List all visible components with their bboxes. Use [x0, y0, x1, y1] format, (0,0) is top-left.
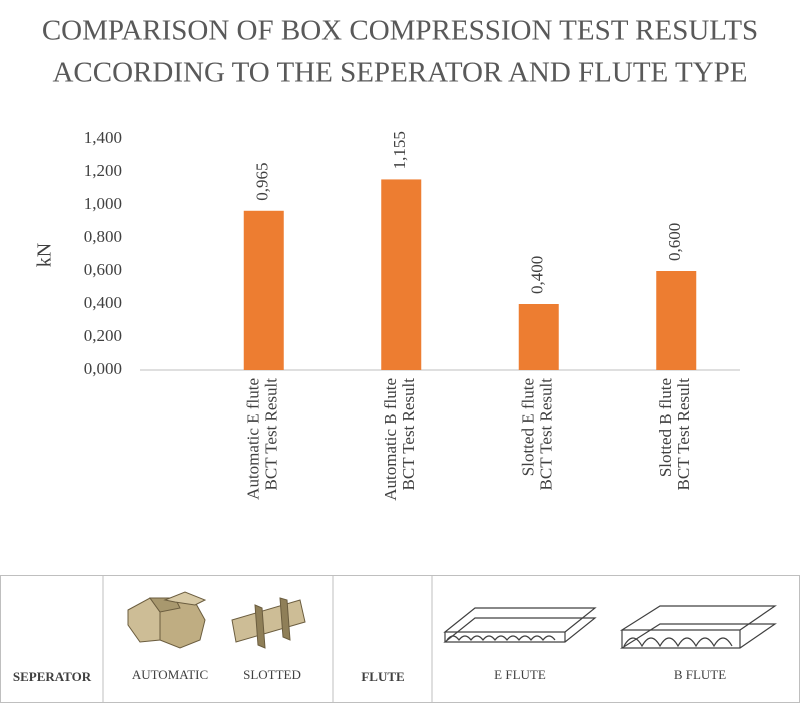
y-tick-label: 1,200 [84, 161, 122, 180]
e-flute-icon [443, 607, 597, 643]
panel-label: SLOTTED [243, 667, 301, 682]
x-tick-label: Automatic E flute [244, 378, 263, 500]
value-label: 0,600 [665, 223, 684, 261]
value-label: 0,400 [528, 256, 547, 294]
panel-label: B FLUTE [674, 667, 726, 682]
x-tick-label: BCT Test Result [537, 378, 556, 491]
slotted-separator-icon [231, 597, 306, 649]
bar [656, 271, 697, 370]
bar [518, 304, 559, 370]
panel-heading: SEPERATOR [13, 669, 92, 684]
automatic-separator-icon [127, 591, 207, 649]
x-tick-label: Slotted E flute [519, 378, 538, 476]
panel-label: E FLUTE [494, 667, 546, 682]
y-tick-label: 1,400 [84, 128, 122, 147]
value-label: 1,155 [390, 131, 409, 169]
y-tick-label: 0,800 [84, 227, 122, 246]
y-tick-label: 0,600 [84, 260, 122, 279]
legend-panel: SEPERATOR AUTOMATIC SLOTTED FLUTE E FLUT… [0, 575, 800, 703]
y-tick-label: 0,000 [84, 359, 122, 378]
y-tick-label: 0,200 [84, 326, 122, 345]
b-flute-icon [619, 605, 777, 649]
y-axis-label: kN [34, 243, 56, 267]
value-label: 0,965 [253, 163, 272, 201]
y-tick-label: 0,400 [84, 293, 122, 312]
x-tick-label: BCT Test Result [674, 378, 693, 491]
bar [381, 179, 422, 370]
bar [243, 210, 284, 370]
panel-heading: FLUTE [361, 669, 404, 684]
x-tick-label: Slotted B flute [656, 378, 675, 477]
chart-title: ACCORDING TO THE SEPERATOR AND FLUTE TYP… [52, 57, 747, 89]
x-tick-label: BCT Test Result [399, 378, 418, 491]
chart-title: COMPARISON OF BOX COMPRESSION TEST RESUL… [42, 15, 758, 47]
x-tick-label: BCT Test Result [262, 378, 281, 491]
panel-label: AUTOMATIC [132, 667, 208, 682]
x-tick-label: Automatic B flute [381, 378, 400, 501]
y-tick-label: 1,000 [84, 194, 122, 213]
